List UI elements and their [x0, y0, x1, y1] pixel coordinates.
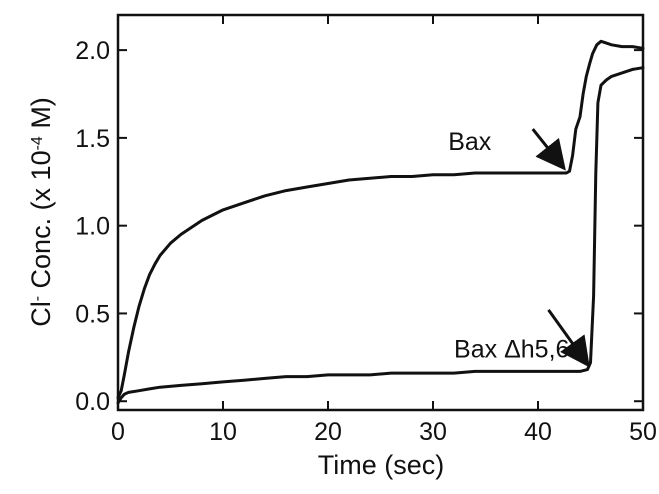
y-axis-label-main: Conc. (x 10 — [26, 150, 56, 296]
series-arrow-0 — [531, 128, 566, 171]
series-label-1: Bax Δh5,6 — [454, 335, 569, 363]
x-axis-ticks: 0 10 20 30 40 50 — [111, 15, 657, 446]
x-axis-label: Time (sec) — [318, 450, 445, 480]
y-axis-label-prefix: Cl — [26, 301, 56, 327]
y-axis-ticks: 0.0 0.5 1.0 1.5 2.0 — [75, 37, 643, 416]
y-axis-label: Cl- Conc. (x 10-4 M) — [26, 97, 56, 327]
y-axis-label-prefix-sup: - — [29, 296, 46, 301]
series-line-1 — [116, 66, 645, 405]
series-label-0: Bax — [448, 128, 492, 156]
x-tick-label: 20 — [314, 418, 342, 446]
y-tick-label: 0.0 — [75, 388, 110, 416]
x-tick-label: 30 — [419, 418, 447, 446]
y-tick-label: 2.0 — [75, 37, 110, 65]
y-tick-label: 0.5 — [75, 300, 110, 328]
y-axis-label-suffix: M) — [26, 97, 56, 136]
x-tick-label: 0 — [111, 418, 125, 446]
x-tick-label: 10 — [209, 418, 237, 446]
annotations: Bax Bax Δh5,6 — [448, 128, 590, 368]
series-lines — [116, 39, 645, 405]
y-tick-label: 1.5 — [75, 125, 110, 153]
x-tick-label: 40 — [524, 418, 552, 446]
plot-frame — [116, 13, 645, 412]
series-arrow-1 — [547, 309, 590, 368]
y-tick-label: 1.0 — [75, 213, 110, 241]
x-tick-label: 50 — [629, 418, 657, 446]
series-line-0 — [116, 39, 645, 400]
y-axis-label-exp: -4 — [29, 136, 46, 150]
